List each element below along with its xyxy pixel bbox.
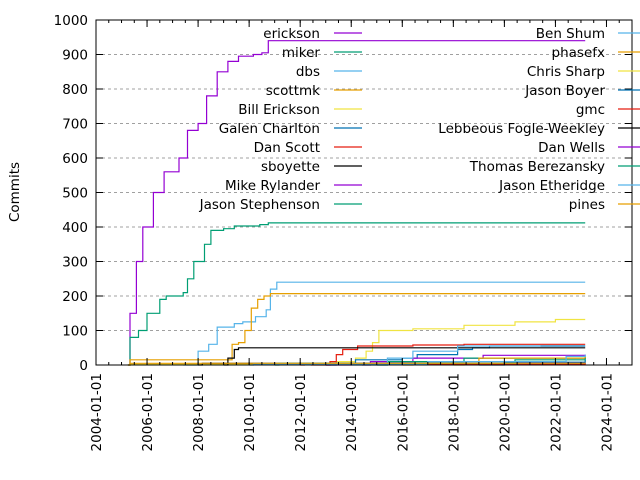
legend-label: Galen Charlton [219, 121, 320, 137]
y-tick-label: 700 [62, 117, 88, 133]
x-tick-label: 2022-01-01 [548, 373, 564, 451]
y-axis-label: Commits [7, 162, 23, 222]
legend-label: Lebbeous Fogle-Weekley [438, 121, 605, 137]
y-tick-label: 500 [62, 186, 88, 202]
x-tick-label: 2024-01-01 [599, 373, 615, 451]
legend-label: scottmk [266, 83, 320, 99]
series-line-scottmk [127, 293, 586, 366]
y-tick-label: 0 [79, 358, 88, 374]
x-tick-label: 2006-01-01 [140, 373, 156, 451]
y-tick-label: 900 [62, 48, 88, 64]
legend-label: phasefx [552, 45, 605, 61]
x-tick-label: 2014-01-01 [344, 373, 360, 451]
y-tick-label: 300 [62, 255, 88, 271]
y-tick-label: 600 [62, 151, 88, 167]
x-tick-label: 2012-01-01 [293, 373, 309, 451]
y-tick-label: 100 [62, 324, 88, 340]
y-tick-label: 200 [62, 289, 88, 305]
x-tick-label: 2010-01-01 [242, 373, 258, 451]
x-tick-label: 2020-01-01 [497, 373, 513, 451]
legend-label: erickson [263, 26, 320, 42]
legend-label: Dan Wells [538, 140, 605, 156]
axes: 0 100 200 300 400 500 600 700 800 900 1000 2004-01-… [54, 13, 632, 451]
series-line-dbs [183, 281, 586, 366]
x-tick-label: 2018-01-01 [446, 373, 462, 451]
legend-label: Jason Etheridge [498, 178, 605, 194]
legend-label: Ben Shum [536, 26, 605, 42]
legend-label: Chris Sharp [527, 64, 605, 80]
series-line-miker [127, 222, 586, 366]
legend-label: gmc [576, 102, 605, 118]
legend-label: Mike Rylander [225, 178, 320, 194]
legend-label: pines [569, 197, 605, 213]
y-tick-label: 1000 [54, 13, 88, 29]
y-tick-label: 800 [62, 82, 88, 98]
series-line-erickson [127, 40, 586, 366]
x-tick-label: 2016-01-01 [395, 373, 411, 451]
y-tick-label: 400 [62, 220, 88, 236]
legend-label: Bill Erickson [238, 102, 320, 118]
x-tick-label: 2004-01-01 [89, 373, 105, 451]
series-line-dan-scott [310, 343, 586, 366]
legend-label: Thomas Berezansky [469, 159, 605, 175]
legend: erickson miker dbs scottmk Bill Erickson Gale… [199, 26, 640, 213]
x-tick-label: 2008-01-01 [191, 373, 207, 451]
legend-label: dbs [296, 64, 320, 80]
legend-label: miker [282, 45, 321, 61]
legend-label: sboyette [261, 159, 320, 175]
legend-label: Jason Boyer [524, 83, 605, 99]
series-line-sboyette [198, 347, 586, 366]
legend-label: Jason Stephenson [199, 197, 320, 213]
gridlines [96, 54, 632, 331]
plot-lines [127, 40, 586, 366]
legend-label: Dan Scott [254, 140, 320, 156]
